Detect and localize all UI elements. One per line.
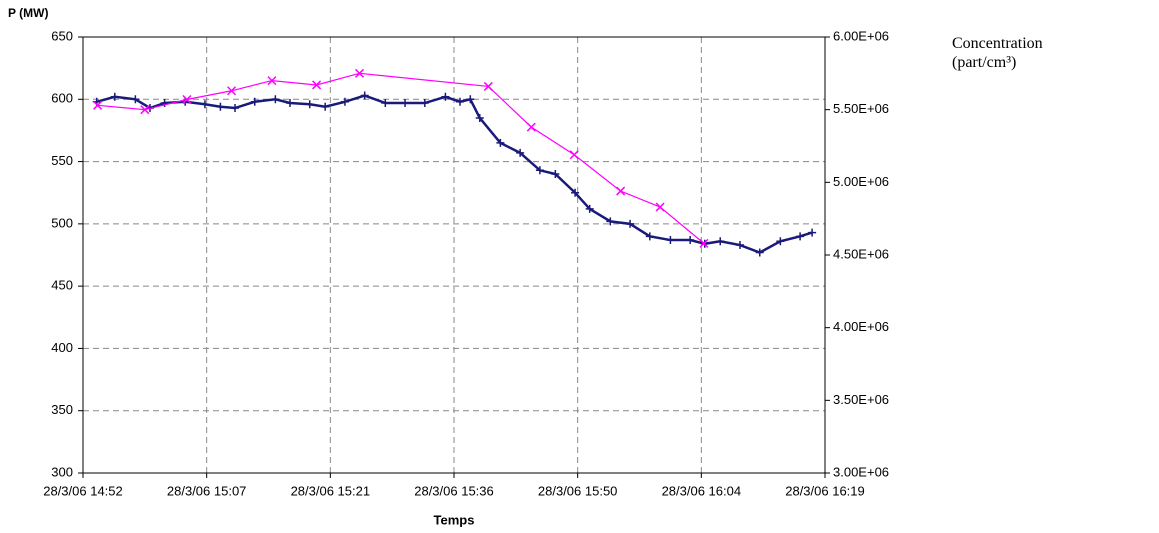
x-tick-label: 28/3/06 16:04	[662, 483, 742, 498]
x-tick-label: 28/3/06 14:52	[43, 483, 123, 498]
point-marker	[200, 100, 209, 109]
x-tick-label: 28/3/06 15:21	[291, 483, 371, 498]
plot-frame	[82, 36, 826, 474]
point-marker	[606, 217, 615, 226]
y2-tick-label: 5.00E+06	[833, 174, 889, 189]
point-marker	[808, 228, 817, 237]
point-marker	[131, 95, 140, 104]
point-marker	[401, 99, 410, 108]
y2-tick-label: 4.00E+06	[833, 319, 889, 334]
point-marker	[735, 241, 744, 250]
point-marker	[182, 94, 192, 105]
x-tick-label: 28/3/06 15:36	[414, 483, 494, 498]
y-axis-title: P (MW)	[8, 6, 48, 20]
x-tick-label: 28/3/06 16:19	[785, 483, 865, 498]
point-marker	[626, 219, 635, 228]
y-tick-label: 550	[51, 153, 73, 168]
y-tick-label: 450	[51, 278, 73, 293]
point-marker	[271, 95, 280, 104]
point-marker	[321, 102, 330, 111]
y-tick-label: 600	[51, 91, 73, 106]
point-marker	[420, 99, 429, 108]
point-marker	[585, 204, 594, 213]
y-tick-label: 400	[51, 340, 73, 355]
point-marker	[231, 104, 240, 113]
point-marker	[551, 170, 560, 179]
y2-tick-label: 6.00E+06	[833, 28, 889, 43]
point-marker	[776, 237, 785, 246]
x-axis-title: Temps	[434, 512, 475, 527]
legend-label: Concentration (part/cm³)	[952, 35, 1043, 71]
point-marker	[496, 138, 505, 147]
point-marker	[110, 92, 119, 101]
point-marker	[616, 186, 626, 196]
point-marker	[569, 150, 579, 160]
point-marker	[796, 232, 805, 241]
point-marker	[655, 202, 665, 212]
point-marker	[355, 68, 365, 78]
point-marker	[516, 148, 525, 157]
point-marker	[227, 86, 237, 96]
point-marker	[483, 81, 493, 91]
point-marker	[381, 99, 390, 108]
y2-tick-label: 4.50E+06	[833, 246, 889, 261]
point-marker	[312, 80, 322, 90]
y-tick-label: 650	[51, 28, 73, 43]
point-marker	[441, 92, 450, 101]
point-marker	[340, 97, 349, 106]
point-marker	[305, 100, 314, 109]
y-tick-label: 300	[51, 464, 73, 479]
point-marker	[666, 236, 675, 245]
point-marker	[686, 236, 695, 245]
legend: Concentration (part/cm³)	[952, 34, 1102, 72]
point-marker	[216, 102, 225, 111]
point-marker	[755, 248, 764, 257]
point-marker	[535, 166, 544, 175]
point-marker	[285, 99, 294, 108]
point-marker	[140, 105, 150, 115]
point-marker	[571, 188, 580, 197]
y-tick-label: 500	[51, 215, 73, 230]
y2-tick-label: 5.50E+06	[833, 101, 889, 116]
point-marker	[645, 232, 654, 241]
point-marker	[466, 95, 475, 104]
y2-tick-label: 3.00E+06	[833, 464, 889, 479]
point-marker	[699, 238, 709, 248]
y2-tick-label: 3.50E+06	[833, 392, 889, 407]
point-marker	[475, 113, 484, 122]
y-tick-label: 350	[51, 402, 73, 417]
point-marker	[267, 76, 277, 86]
point-marker	[526, 122, 536, 132]
point-marker	[716, 237, 725, 246]
point-marker	[250, 97, 259, 106]
point-marker	[456, 97, 465, 106]
x-tick-label: 28/3/06 15:50	[538, 483, 618, 498]
point-marker	[360, 91, 369, 100]
point-marker	[93, 100, 103, 110]
point-marker	[160, 99, 169, 108]
x-tick-label: 28/3/06 15:07	[167, 483, 247, 498]
